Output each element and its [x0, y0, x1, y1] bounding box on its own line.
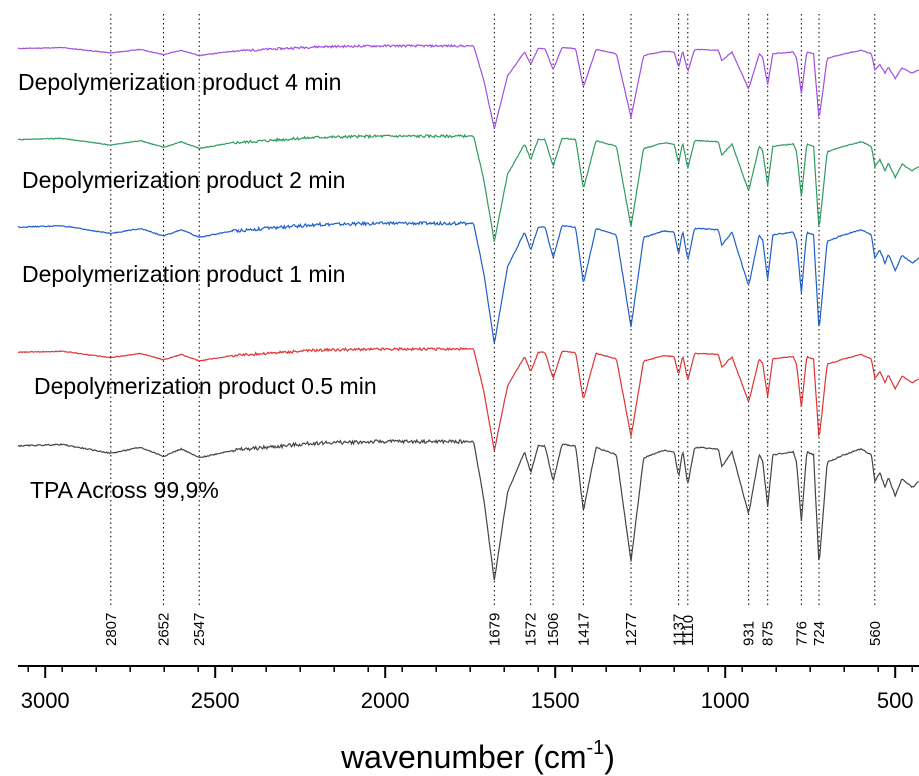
peak-label-875: 875 — [760, 621, 777, 646]
series-label-3: Depolymerization product 0.5 min — [34, 373, 377, 399]
peak-label-2807: 2807 — [103, 613, 120, 646]
x-tick-label-3000: 3000 — [21, 688, 70, 713]
x-tick-label-1500: 1500 — [531, 688, 580, 713]
peak-label-1110: 1110 — [680, 615, 697, 646]
peak-label-1137: 1137 — [671, 614, 688, 646]
spectrum-trace-0 — [17, 43, 919, 130]
series-label-2: Depolymerization product 1 min — [22, 261, 345, 287]
peak-label-1572: 1572 — [523, 613, 540, 646]
peak-label-1417: 1417 — [575, 613, 592, 646]
series-labels: Depolymerization product 4 min Depolymeri… — [18, 69, 377, 503]
peak-label-1679: 1679 — [486, 613, 503, 646]
peak-labels: 2807 2652 2547 1679 1572 1506 1417 1277 11371110… — [103, 613, 884, 646]
series-label-1: Depolymerization product 2 min — [22, 167, 345, 193]
x-tick-label-1000: 1000 — [701, 688, 750, 713]
series-label-0: Depolymerization product 4 min — [18, 69, 341, 95]
peak-label-931: 931 — [741, 621, 758, 646]
spectrum-trace-2 — [17, 220, 919, 344]
spectrum-trace-4 — [17, 438, 919, 581]
peak-label-776: 776 — [793, 621, 810, 646]
x-tick-label-500: 500 — [877, 688, 914, 713]
peak-label-2652: 2652 — [156, 613, 173, 646]
x-tick-label-2500: 2500 — [191, 688, 240, 713]
spectrum-traces — [17, 43, 919, 581]
peak-label-724: 724 — [811, 621, 828, 646]
x-axis: 3000 2500 2000 1500 1000 500 — [18, 665, 919, 713]
spectrum-trace-1 — [17, 133, 919, 242]
series-label-4: TPA Across 99,9% — [30, 477, 219, 503]
peak-marker-lines — [110, 14, 876, 606]
x-tick-label-2000: 2000 — [361, 688, 410, 713]
peak-label-2547: 2547 — [191, 613, 208, 646]
peak-label-1506: 1506 — [545, 613, 562, 646]
peak-label-1277: 1277 — [623, 613, 640, 646]
peak-label-560: 560 — [867, 621, 884, 646]
spectrum-trace-3 — [17, 346, 919, 451]
x-axis-title: wavenumber (cm-1) — [340, 737, 615, 775]
